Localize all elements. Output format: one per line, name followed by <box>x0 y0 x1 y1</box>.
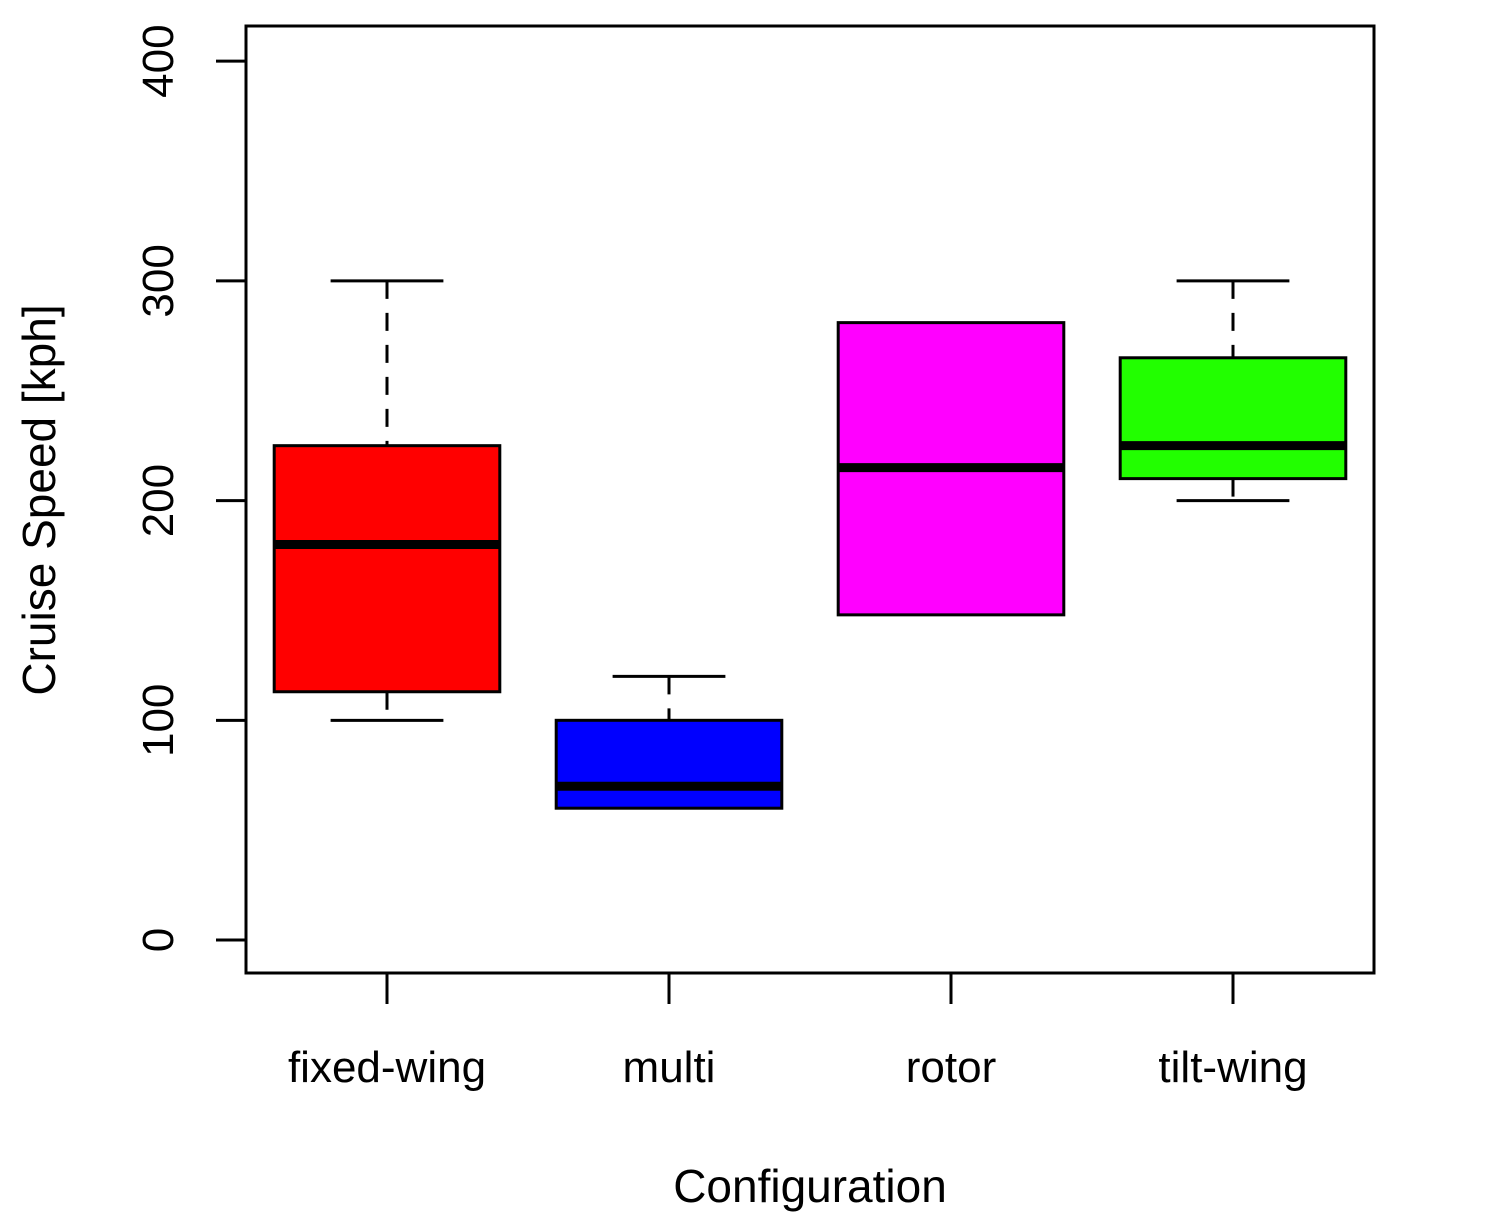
iqr-box <box>272 444 502 694</box>
box-tilt-wing <box>1118 279 1348 503</box>
box-fixed-wing <box>272 279 502 722</box>
y-tick-label: 200 <box>134 464 183 537</box>
y-tick-label: 100 <box>134 684 183 757</box>
y-tick-label: 0 <box>134 928 183 952</box>
x-axis: fixed-wing multi rotor tilt-wing <box>288 971 1308 1092</box>
y-tick-label: 400 <box>134 24 183 97</box>
x-axis-title: Configuration <box>673 1160 947 1212</box>
y-axis-title: Cruise Speed [kph] <box>13 304 65 695</box>
x-tick-label: rotor <box>906 1043 996 1092</box>
iqr-box <box>1118 356 1348 481</box>
y-axis: 0 100 200 300 400 <box>134 24 248 952</box>
boxes-group <box>272 279 1348 810</box>
x-tick-label: multi <box>623 1043 716 1092</box>
x-tick-label: tilt-wing <box>1158 1043 1307 1092</box>
iqr-box <box>554 718 784 810</box>
box-multi <box>554 674 784 810</box>
y-tick-label: 300 <box>134 244 183 317</box>
x-tick-label: fixed-wing <box>288 1043 486 1092</box>
box-rotor <box>836 321 1066 617</box>
